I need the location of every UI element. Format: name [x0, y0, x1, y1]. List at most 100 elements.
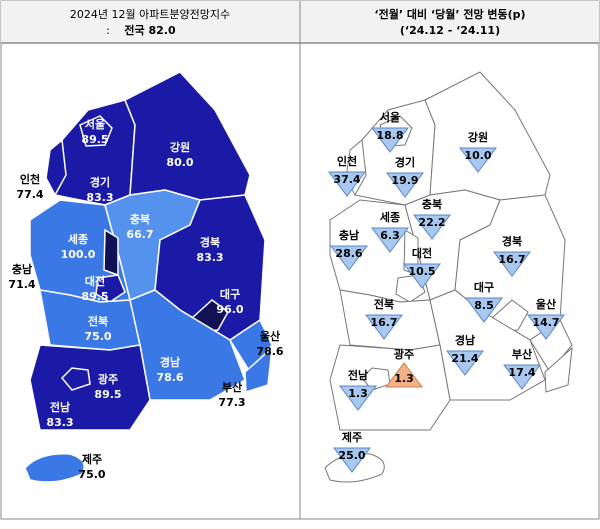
region-shape [228, 318, 273, 374]
change-value: 18.8 [376, 129, 403, 142]
region-value: 75.0 [78, 468, 105, 481]
region-name: 울산 [536, 297, 556, 311]
change-value: 16.7 [498, 253, 525, 266]
region-name: 경남 [160, 355, 180, 369]
triangle-down [527, 314, 565, 340]
region-name: 전남 [348, 368, 368, 382]
triangle-down [403, 263, 441, 289]
region-name: 제주 [82, 452, 102, 466]
region-name: 울산 [260, 329, 280, 343]
region-name: 전북 [88, 314, 108, 328]
region-name: 전북 [374, 297, 394, 311]
change-value: 10.5 [408, 265, 435, 278]
region-name: 인천 [337, 154, 357, 168]
region-value: 71.4 [8, 278, 35, 291]
region-value: 89.5 [94, 388, 121, 401]
region-name: 제주 [342, 430, 362, 444]
region-name: 경남 [455, 333, 475, 347]
triangle-down [333, 447, 371, 473]
left-subtitle-prefix: : [106, 24, 110, 37]
region-value: 89.5 [81, 133, 108, 146]
change-value: 14.7 [532, 316, 559, 329]
change-value: 10.0 [464, 149, 491, 162]
triangle-down [386, 172, 424, 198]
change-value: 8.5 [474, 299, 494, 312]
region-name: 전남 [50, 400, 70, 414]
triangle-down [371, 227, 409, 253]
left-subtitle: 전국 82.0 [124, 23, 176, 37]
left-map [24, 71, 273, 483]
triangle-down [503, 364, 541, 390]
region-shape [95, 274, 126, 303]
change-value: 1.3 [394, 372, 414, 385]
change-value: 25.0 [338, 449, 365, 462]
triangle-down [328, 171, 366, 197]
region-shape [45, 138, 67, 197]
region-name: 대전 [85, 274, 105, 288]
region-name: 서울 [85, 117, 105, 131]
region-name: 충남 [12, 262, 32, 276]
change-value: 6.3 [380, 229, 400, 242]
region-shape [60, 367, 91, 391]
triangle-down [446, 350, 484, 376]
region-shape [124, 71, 251, 201]
change-value: 22.2 [418, 216, 445, 229]
change-value: 21.4 [451, 352, 478, 365]
labels: 서울 89.5 강원 80.0 인천 77.4 경기 83.3 충북 66.7 세종 100.0 충남 7… [8, 110, 565, 481]
triangle-down [330, 245, 368, 271]
right-map [324, 71, 573, 483]
region-value: 75.0 [84, 330, 111, 343]
region-value: 77.3 [218, 396, 245, 409]
region-value: 80.0 [166, 156, 193, 169]
region-name: 세종 [68, 232, 88, 246]
change-value: 37.4 [333, 173, 360, 186]
region-name: 강원 [468, 130, 488, 144]
region-value: 83.3 [86, 191, 113, 204]
region-value: 83.3 [46, 416, 73, 429]
change-value: 17.4 [508, 366, 535, 379]
region-name: 충북 [422, 197, 442, 211]
region-value: 77.4 [16, 188, 43, 201]
triangle-up [385, 362, 423, 388]
region-shape [29, 344, 151, 431]
triangle-down [339, 385, 377, 411]
triangle-down [465, 297, 503, 323]
region-name: 경기 [395, 155, 415, 169]
region-name: 인천 [20, 172, 40, 186]
region-shape [54, 99, 136, 206]
change-value: 16.7 [370, 316, 397, 329]
region-value: 78.6 [156, 371, 183, 384]
left-title: 2024년 12월 아파트분양전망지수 [70, 8, 230, 21]
triangle-down [459, 147, 497, 173]
right-title: ‘전월’ 대비 ‘당월’ 전망 변동(p) [374, 7, 525, 21]
triangle-down [413, 214, 451, 240]
region-name: 부산 [512, 347, 532, 361]
region-name: 경북 [502, 234, 522, 248]
region-value: 78.6 [256, 345, 283, 358]
region-name: 충남 [339, 228, 359, 242]
right-subtitle: (‘24.12 - ‘24.11) [400, 24, 500, 37]
region-name: 충북 [130, 212, 150, 226]
change-value: 28.6 [335, 247, 362, 260]
region-name: 강원 [170, 140, 190, 154]
region-outline [544, 346, 573, 393]
region-name: 세종 [380, 210, 400, 224]
region-shape [103, 228, 119, 277]
region-name: 부산 [222, 380, 242, 394]
triangle-down [365, 314, 403, 340]
region-value: 83.3 [196, 251, 223, 264]
region-value: 96.0 [216, 303, 243, 316]
triangle-down [371, 127, 409, 153]
triangle-down [493, 251, 531, 277]
region-name: 광주 [394, 348, 414, 361]
region-name: 대구 [474, 280, 494, 294]
region-name: 서울 [380, 110, 400, 124]
region-name: 경기 [90, 175, 110, 189]
region-value: 89.5 [81, 290, 108, 303]
change-value: 1.3 [348, 387, 368, 400]
region-name: 대전 [412, 246, 432, 260]
region-value: 66.7 [126, 228, 153, 241]
region-value: 100.0 [61, 248, 96, 261]
region-name: 대구 [220, 287, 240, 301]
